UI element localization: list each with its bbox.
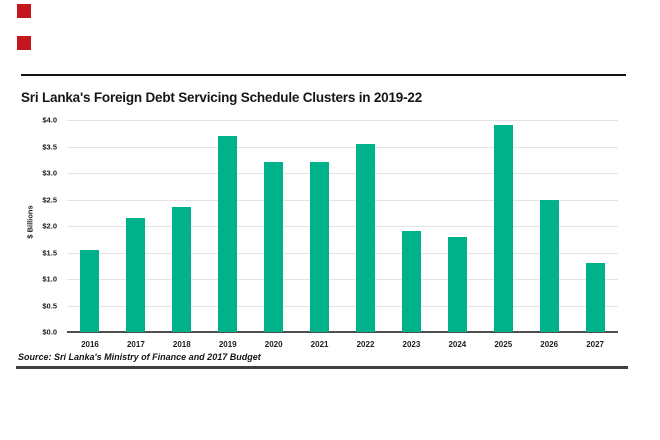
x-tick-label: 2027 bbox=[586, 340, 604, 349]
bar-2026 bbox=[539, 199, 559, 332]
x-tick-label: 2020 bbox=[264, 340, 283, 349]
x-tick-label: 2023 bbox=[402, 340, 421, 349]
bar-slot-2022 bbox=[343, 120, 389, 332]
gridline bbox=[67, 226, 618, 227]
gridline bbox=[67, 173, 618, 174]
bar-2025 bbox=[493, 125, 513, 332]
bar-slot-2018 bbox=[159, 120, 205, 332]
bar-slot-2025 bbox=[480, 120, 526, 332]
bar-slot-2019 bbox=[205, 120, 251, 332]
bar-slot-2024 bbox=[434, 120, 480, 332]
bar-2017 bbox=[126, 218, 146, 332]
bar-slot-2020 bbox=[251, 120, 297, 332]
bar-2022 bbox=[355, 143, 375, 332]
x-tick-label: 2022 bbox=[356, 340, 375, 349]
x-tick-label: 2024 bbox=[448, 340, 467, 349]
x-tick-label: 2025 bbox=[494, 340, 513, 349]
logo-square-bottom bbox=[17, 36, 31, 50]
x-tick-label: 2018 bbox=[172, 340, 191, 349]
plot-area bbox=[67, 120, 618, 333]
x-tick-label: 2021 bbox=[310, 340, 329, 349]
x-tick-label: 2026 bbox=[540, 340, 559, 349]
y-tick-label: $3.0 bbox=[42, 168, 57, 178]
gridline bbox=[67, 279, 618, 280]
y-tick-label: $1.0 bbox=[42, 274, 57, 284]
bar-slot-2023 bbox=[388, 120, 434, 332]
gridline bbox=[67, 146, 618, 148]
gridline bbox=[67, 305, 618, 307]
y-tick-label: $0.5 bbox=[42, 301, 57, 310]
y-tick-label: $1.5 bbox=[42, 248, 57, 257]
gridline bbox=[67, 199, 618, 201]
x-tick-label: 2016 bbox=[81, 340, 99, 349]
bar-2021 bbox=[310, 162, 330, 332]
x-axis-line bbox=[67, 331, 618, 333]
x-tick-label: 2019 bbox=[218, 340, 237, 349]
bar-2019 bbox=[218, 135, 238, 332]
y-tick-label: $2.5 bbox=[42, 195, 57, 204]
bar-slot-2016 bbox=[67, 120, 113, 332]
bar-series bbox=[67, 120, 618, 332]
top-divider-line bbox=[21, 74, 626, 76]
logo-square-top bbox=[17, 4, 31, 18]
gridline bbox=[67, 252, 618, 254]
x-axis-tick-labels: 2016 2017 2018 2019 2020 2021 2022 2023 2024 2025… bbox=[67, 340, 618, 349]
bar-2024 bbox=[447, 236, 467, 332]
bar-2027 bbox=[585, 263, 605, 332]
bar-slot-2021 bbox=[297, 120, 343, 332]
gridline bbox=[67, 120, 618, 121]
bar-2023 bbox=[401, 231, 421, 332]
y-tick-label: $2.0 bbox=[42, 221, 57, 231]
y-tick-label: $0.0 bbox=[42, 327, 57, 337]
y-tick-label: $4.0 bbox=[42, 115, 57, 125]
x-tick-label: 2017 bbox=[126, 340, 145, 349]
y-tick-label: $3.5 bbox=[42, 142, 57, 151]
bottom-divider-line bbox=[16, 366, 628, 369]
bar-slot-2026 bbox=[526, 120, 572, 332]
bar-2020 bbox=[264, 162, 284, 332]
source-note: Source: Sri Lanka's Ministry of Finance … bbox=[18, 352, 261, 362]
bar-slot-2027 bbox=[572, 120, 618, 332]
chart-title: Sri Lanka's Foreign Debt Servicing Sched… bbox=[21, 90, 423, 105]
bar-2018 bbox=[172, 207, 192, 332]
bar-2016 bbox=[80, 249, 100, 332]
y-axis-tick-labels: $0.0 $0.5 $1.0 $1.5 $2.0 $2.5 $3.0 $3.5 $4.0 bbox=[14, 116, 57, 337]
bar-slot-2017 bbox=[113, 120, 159, 332]
